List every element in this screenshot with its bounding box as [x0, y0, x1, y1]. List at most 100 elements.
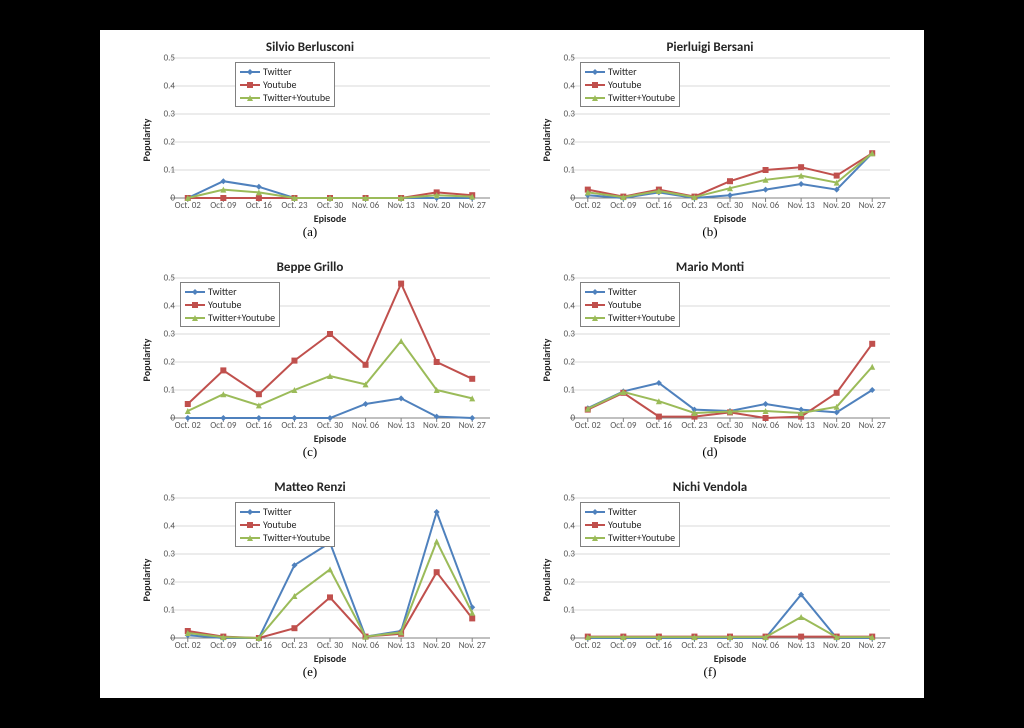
y-tick-label: 0.3 — [145, 329, 175, 340]
x-tick-label: Nov. 27 — [454, 640, 490, 651]
paper-surface: Silvio BerlusconiPopularity00.10.20.30.4… — [100, 30, 924, 698]
x-tick-label: Oct. 30 — [312, 420, 348, 431]
y-tick-label: 0.3 — [145, 109, 175, 120]
x-tick-label: Oct. 30 — [712, 420, 748, 431]
series-marker — [798, 181, 804, 187]
legend-item: Twitter+Youtube — [240, 531, 330, 544]
legend-swatch — [185, 287, 205, 297]
y-tick-label: 0.1 — [145, 385, 175, 396]
legend-swatch — [585, 67, 605, 77]
series-marker — [763, 167, 769, 173]
legend-label: Twitter+Youtube — [608, 311, 675, 324]
series-marker — [363, 401, 369, 407]
series-marker — [434, 538, 440, 544]
series-marker — [869, 341, 875, 347]
subplot-caption: (b) — [520, 224, 900, 240]
y-tick-label: 0.4 — [145, 301, 175, 312]
series-line — [588, 595, 872, 638]
legend-swatch — [240, 80, 260, 90]
legend-item: Youtube — [240, 78, 330, 91]
series-marker — [327, 331, 333, 337]
legend-swatch — [185, 300, 205, 310]
x-tick-label: Oct. 09 — [605, 420, 641, 431]
legend-item: Twitter — [240, 505, 330, 518]
y-tick-label: 0.1 — [545, 165, 575, 176]
series-marker — [656, 414, 662, 420]
y-tick-label: 0.1 — [145, 605, 175, 616]
x-tick-label: Nov. 20 — [419, 640, 455, 651]
legend-item: Twitter — [585, 285, 675, 298]
series-line — [188, 541, 472, 638]
series-marker — [256, 184, 262, 190]
y-tick-label: 0.4 — [145, 81, 175, 92]
legend-item: Twitter — [585, 505, 675, 518]
legend-label: Twitter — [263, 65, 292, 78]
legend-label: Youtube — [263, 78, 297, 91]
x-tick-label: Oct. 09 — [205, 200, 241, 211]
series-marker — [798, 614, 804, 620]
series-marker — [469, 615, 475, 621]
series-line — [588, 344, 872, 418]
series-marker — [220, 178, 226, 184]
legend-label: Twitter — [208, 285, 237, 298]
series-marker — [727, 192, 733, 198]
chart-panel: Beppe GrilloPopularity00.10.20.30.40.5Oc… — [120, 260, 500, 460]
y-tick-label: 0.2 — [545, 577, 575, 588]
x-tick-label: Oct. 02 — [570, 200, 606, 211]
chart-grid: Silvio BerlusconiPopularity00.10.20.30.4… — [120, 40, 904, 680]
legend-label: Twitter — [608, 285, 637, 298]
series-marker — [220, 367, 226, 373]
legend-label: Twitter — [608, 65, 637, 78]
x-tick-label: Nov. 06 — [348, 420, 384, 431]
series-line — [588, 153, 872, 198]
x-tick-label: Nov. 27 — [454, 200, 490, 211]
x-tick-label: Nov. 13 — [783, 640, 819, 651]
series-marker — [256, 391, 262, 397]
series-marker — [798, 634, 804, 640]
series-marker — [469, 376, 475, 382]
legend-label: Youtube — [208, 298, 242, 311]
x-tick-label: Nov. 06 — [748, 200, 784, 211]
legend-swatch — [585, 93, 605, 103]
legend-swatch — [240, 520, 260, 530]
chart-panel: Silvio BerlusconiPopularity00.10.20.30.4… — [120, 40, 500, 240]
chart-panel: Nichi VendolaPopularity00.10.20.30.40.5O… — [520, 480, 900, 680]
subplot-caption: (c) — [120, 444, 500, 460]
series-marker — [398, 281, 404, 287]
x-tick-label: Oct. 02 — [170, 420, 206, 431]
legend-item: Twitter — [585, 65, 675, 78]
legend-label: Youtube — [608, 518, 642, 531]
x-tick-label: Nov. 06 — [348, 200, 384, 211]
series-marker — [834, 390, 840, 396]
legend-item: Twitter+Youtube — [585, 531, 675, 544]
legend-label: Youtube — [263, 518, 297, 531]
legend-label: Youtube — [608, 298, 642, 311]
y-tick-label: 0.3 — [545, 329, 575, 340]
legend-label: Twitter+Youtube — [263, 91, 330, 104]
x-tick-label: Oct. 30 — [312, 640, 348, 651]
y-tick-label: 0.3 — [145, 549, 175, 560]
legend-swatch — [240, 507, 260, 517]
x-tick-label: Oct. 30 — [712, 640, 748, 651]
x-tick-label: Nov. 27 — [854, 640, 890, 651]
y-tick-label: 0.3 — [545, 109, 575, 120]
y-tick-label: 0.4 — [545, 301, 575, 312]
x-tick-label: Oct. 23 — [676, 420, 712, 431]
y-tick-label: 0.5 — [145, 273, 175, 284]
legend-swatch — [585, 313, 605, 323]
series-marker — [727, 178, 733, 184]
legend-swatch — [585, 287, 605, 297]
legend-label: Twitter+Youtube — [608, 91, 675, 104]
x-tick-label: Nov. 13 — [383, 640, 419, 651]
x-tick-label: Oct. 23 — [276, 640, 312, 651]
x-tick-label: Nov. 06 — [348, 640, 384, 651]
chart-panel: Matteo RenziPopularity00.10.20.30.40.5Oc… — [120, 480, 500, 680]
legend: TwitterYoutubeTwitter+Youtube — [580, 282, 680, 327]
x-tick-label: Oct. 16 — [641, 420, 677, 431]
series-marker — [763, 187, 769, 193]
x-tick-label: Oct. 09 — [605, 640, 641, 651]
x-tick-label: Nov. 20 — [819, 200, 855, 211]
y-tick-label: 0.1 — [545, 605, 575, 616]
series-marker — [434, 569, 440, 575]
y-tick-label: 0.2 — [145, 577, 175, 588]
